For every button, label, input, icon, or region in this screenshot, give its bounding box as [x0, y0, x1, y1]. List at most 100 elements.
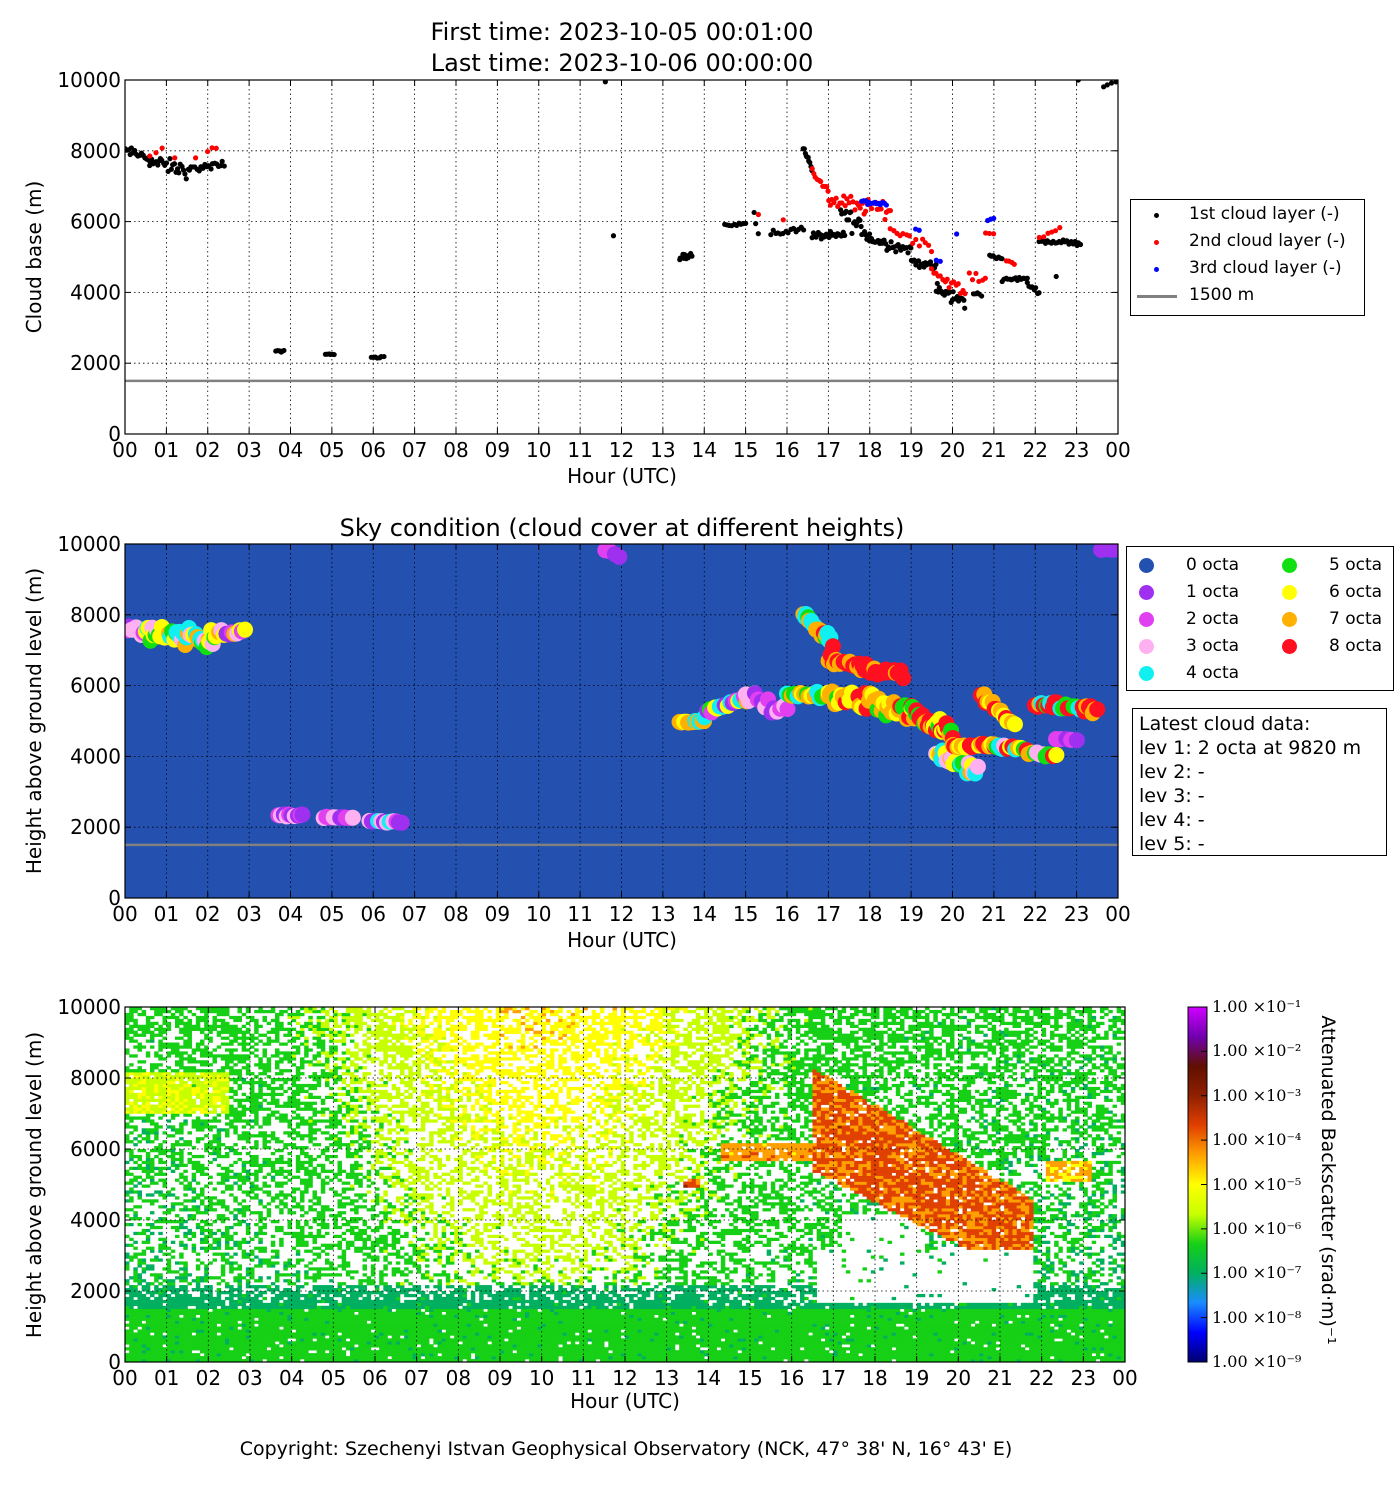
- backscatter-cell: [254, 1320, 259, 1324]
- backscatter-cell: [341, 1335, 347, 1339]
- backscatter-cell: [287, 1007, 292, 1011]
- backscatter-cloud-cell: [162, 1086, 167, 1091]
- backscatter-cell: [129, 1027, 134, 1031]
- backscatter-cell: [212, 1054, 217, 1058]
- backscatter-cell: [187, 1308, 192, 1313]
- backscatter-cell: [279, 1092, 284, 1097]
- backscatter-cell: [225, 1341, 230, 1345]
- backscatter-cell: [295, 1107, 301, 1111]
- backscatter-cell: [145, 1246, 151, 1250]
- backscatter-cell: [325, 1012, 330, 1017]
- backscatter-cell: [145, 1308, 151, 1313]
- backscatter-cell: [125, 1335, 130, 1339]
- backscatter-cell: [316, 1024, 322, 1029]
- backscatter-cell: [241, 1329, 247, 1333]
- backscatter-cell: [220, 1009, 226, 1014]
- backscatter-cloud-cell: [204, 1086, 209, 1091]
- backscatter-cell: [266, 1338, 272, 1342]
- backscatter-cell: [208, 1323, 213, 1327]
- backscatter-cell: [200, 1311, 205, 1315]
- backscatter-cell: [191, 1178, 197, 1182]
- backscatter-cell: [295, 1288, 301, 1292]
- backscatter-cloud-cell: [129, 1080, 134, 1085]
- backscatter-cell: [308, 1128, 313, 1132]
- backscatter-cell: [170, 1202, 176, 1206]
- backscatter-cloud-cell: [187, 1110, 192, 1114]
- backscatter-cell: [195, 1048, 201, 1052]
- backscatter-cell: [208, 1234, 213, 1239]
- backscatter-cell: [154, 1199, 159, 1203]
- backscatter-cloud-cell: [225, 1089, 230, 1094]
- backscatter-cell: [133, 1341, 138, 1345]
- backscatter-cell: [245, 1291, 251, 1295]
- backscatter-cell: [325, 1137, 330, 1141]
- backscatter-cloud-cell: [158, 1101, 163, 1105]
- backscatter-cell: [225, 1146, 230, 1150]
- x-tick-label: 16: [774, 902, 799, 926]
- backscatter-cloud-cell: [216, 1086, 222, 1091]
- backscatter-cell: [191, 1024, 197, 1029]
- backscatter-cell: [291, 1299, 297, 1304]
- backscatter-cell: [275, 1350, 280, 1354]
- backscatter-cell: [341, 1086, 347, 1091]
- backscatter-cell: [295, 1220, 301, 1224]
- backscatter-cell: [245, 1282, 251, 1286]
- x-tick-label: 00: [1105, 438, 1130, 462]
- backscatter-cell: [229, 1187, 234, 1191]
- backscatter-cloud-cell: [137, 1107, 142, 1111]
- backscatter-cell: [300, 1240, 305, 1244]
- x-tick-label: 18: [857, 902, 882, 926]
- backscatter-cell: [283, 1205, 288, 1209]
- backscatter-cell: [137, 1344, 142, 1348]
- backscatter-cell: [329, 1075, 334, 1079]
- backscatter-cell: [258, 1072, 263, 1076]
- backscatter-cell: [291, 1234, 297, 1239]
- octa-point: [1109, 544, 1118, 558]
- backscatter-cell: [158, 1009, 163, 1014]
- backscatter-cell: [295, 1317, 301, 1321]
- backscatter-cell: [337, 1122, 342, 1126]
- backscatter-cell: [329, 1356, 334, 1360]
- backscatter-cell: [187, 1347, 192, 1351]
- backscatter-cell: [254, 1095, 259, 1100]
- backscatter-cell: [337, 1030, 342, 1034]
- backscatter-cell: [237, 1098, 242, 1102]
- backscatter-cell: [187, 1353, 192, 1357]
- backscatter-cell: [220, 1279, 226, 1283]
- backscatter-cell: [254, 1119, 259, 1123]
- backscatter-cell: [258, 1228, 263, 1233]
- backscatter-cell: [275, 1302, 280, 1307]
- backscatter-cell: [304, 1282, 309, 1286]
- backscatter-cell: [300, 1057, 305, 1061]
- backscatter-cell: [137, 1261, 142, 1265]
- backscatter-cell: [229, 1104, 234, 1108]
- backscatter-cell: [133, 1007, 138, 1011]
- backscatter-cell: [137, 1048, 142, 1052]
- backscatter-cell: [179, 1036, 184, 1040]
- backscatter-cell: [175, 1054, 180, 1058]
- backscatter-cell: [270, 1255, 276, 1259]
- backscatter-cell: [283, 1305, 288, 1310]
- backscatter-cell: [275, 1276, 280, 1280]
- backscatter-cell: [233, 1341, 238, 1345]
- backscatter-cell: [287, 1282, 292, 1286]
- backscatter-cell: [212, 1341, 217, 1345]
- x-tick-label: 15: [733, 902, 758, 926]
- backscatter-cell: [191, 1069, 197, 1073]
- backscatter-cell: [187, 1302, 192, 1307]
- backscatter-cell: [337, 1320, 342, 1324]
- backscatter-cloud-cell: [150, 1107, 155, 1111]
- backscatter-cell: [237, 1267, 242, 1271]
- backscatter-cell: [333, 1066, 338, 1070]
- backscatter-cell: [320, 1113, 326, 1117]
- backscatter-cell: [291, 1341, 297, 1345]
- backscatter-cell: [241, 1299, 247, 1304]
- backscatter-cell: [312, 1190, 317, 1194]
- backscatter-cell: [279, 1012, 284, 1017]
- backscatter-cell: [337, 1110, 342, 1114]
- backscatter-cell: [245, 1140, 251, 1144]
- backscatter-cell: [283, 1101, 288, 1105]
- backscatter-cell: [329, 1036, 334, 1040]
- backscatter-cell: [233, 1222, 238, 1227]
- backscatter-cell: [254, 1234, 259, 1239]
